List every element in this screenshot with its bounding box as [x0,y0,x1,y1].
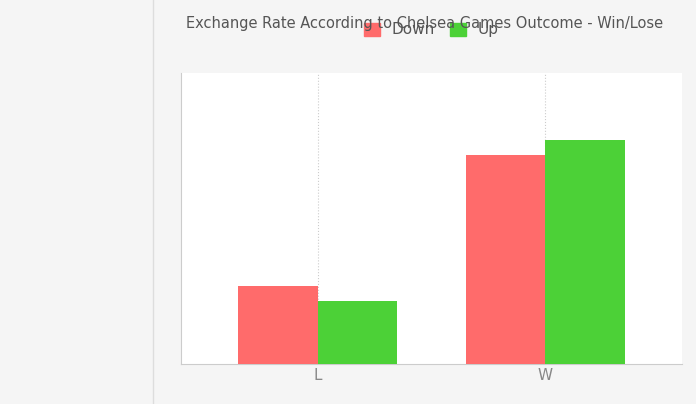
Text: Exchange Rate According to Chelsea Games Outcome - Win/Lose: Exchange Rate According to Chelsea Games… [186,16,663,31]
Bar [317,301,397,364]
Bar [466,156,546,364]
Legend: Down, Up: Down, Up [358,17,505,44]
Bar [238,286,317,364]
Bar [546,140,625,364]
